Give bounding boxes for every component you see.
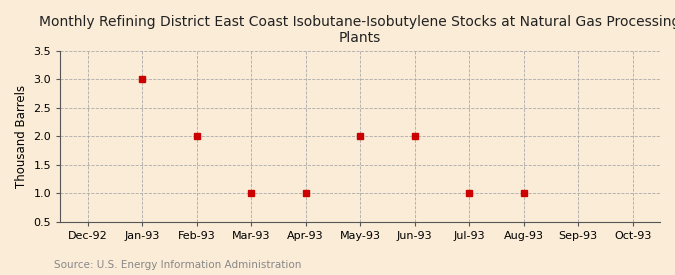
- Y-axis label: Thousand Barrels: Thousand Barrels: [15, 85, 28, 188]
- Text: Source: U.S. Energy Information Administration: Source: U.S. Energy Information Administ…: [54, 260, 301, 270]
- Title: Monthly Refining District East Coast Isobutane-Isobutylene Stocks at Natural Gas: Monthly Refining District East Coast Iso…: [39, 15, 675, 45]
